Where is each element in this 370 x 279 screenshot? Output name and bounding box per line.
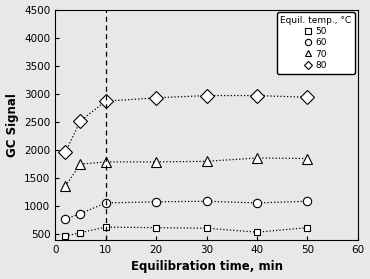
- 80: [104, 100, 108, 103]
- Line: 70: 70: [60, 153, 312, 191]
- 60: [154, 200, 158, 203]
- 80: [255, 94, 259, 97]
- 80: [78, 119, 83, 122]
- 60: [204, 199, 209, 203]
- 50: [104, 225, 108, 229]
- 50: [255, 230, 259, 234]
- 80: [63, 151, 68, 154]
- 70: [154, 160, 158, 163]
- 70: [104, 160, 108, 163]
- 80: [154, 96, 158, 100]
- 70: [78, 162, 83, 166]
- 50: [204, 227, 209, 230]
- Line: 80: 80: [60, 91, 312, 157]
- 60: [63, 218, 68, 221]
- 60: [305, 199, 310, 203]
- X-axis label: Equilibration time, min: Equilibration time, min: [131, 260, 283, 273]
- Line: 60: 60: [61, 197, 312, 223]
- Y-axis label: GC Signal: GC Signal: [6, 93, 18, 157]
- 50: [78, 231, 83, 234]
- 50: [305, 226, 310, 229]
- 80: [204, 94, 209, 97]
- Line: 50: 50: [62, 224, 311, 240]
- 50: [63, 234, 68, 238]
- 80: [305, 96, 310, 99]
- 70: [255, 156, 259, 160]
- 60: [78, 212, 83, 215]
- 60: [255, 201, 259, 205]
- 70: [63, 184, 68, 188]
- 70: [305, 157, 310, 160]
- 60: [104, 201, 108, 205]
- 50: [154, 226, 158, 229]
- 70: [204, 160, 209, 163]
- Legend: 50, 60, 70, 80: 50, 60, 70, 80: [277, 12, 355, 73]
